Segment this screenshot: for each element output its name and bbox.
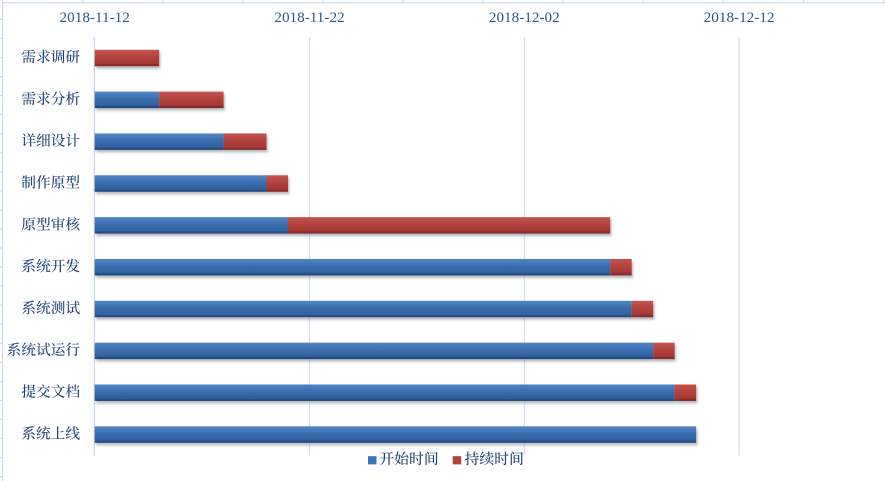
svg-text:2018-12-12: 2018-12-12 (704, 9, 775, 26)
svg-text:2018-11-12: 2018-11-12 (60, 9, 130, 26)
svg-text:2018-11-22: 2018-11-22 (274, 9, 344, 26)
svg-text:2018-12-02: 2018-12-02 (489, 9, 560, 26)
